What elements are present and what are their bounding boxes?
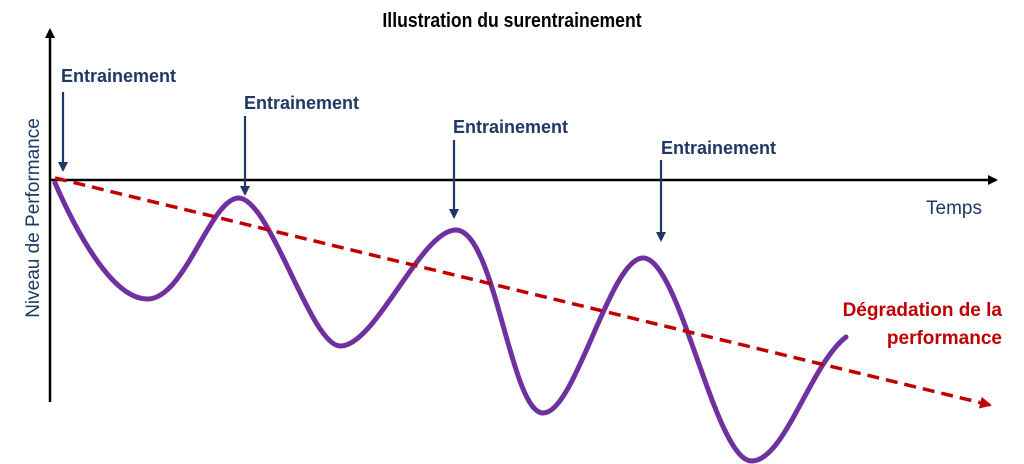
performance-curve: [52, 180, 849, 464]
x-axis-label: Temps: [926, 198, 982, 219]
degradation-trend-line: [54, 176, 992, 409]
degradation-label-line1: Dégradation de la: [842, 300, 1002, 321]
training-label-2: Entrainement: [244, 93, 360, 113]
training-label-4: Entrainement: [661, 138, 777, 158]
chart-title: Illustration du surentrainement: [382, 10, 642, 32]
degradation-label-line2: performance: [886, 328, 1002, 349]
y-axis-label: Niveau de Performance: [23, 118, 44, 318]
degradation-label: Dégradation de la performance: [843, 297, 1002, 353]
training-label-3: Entrainement: [453, 117, 569, 137]
training-label-1: Entrainement: [61, 66, 177, 86]
